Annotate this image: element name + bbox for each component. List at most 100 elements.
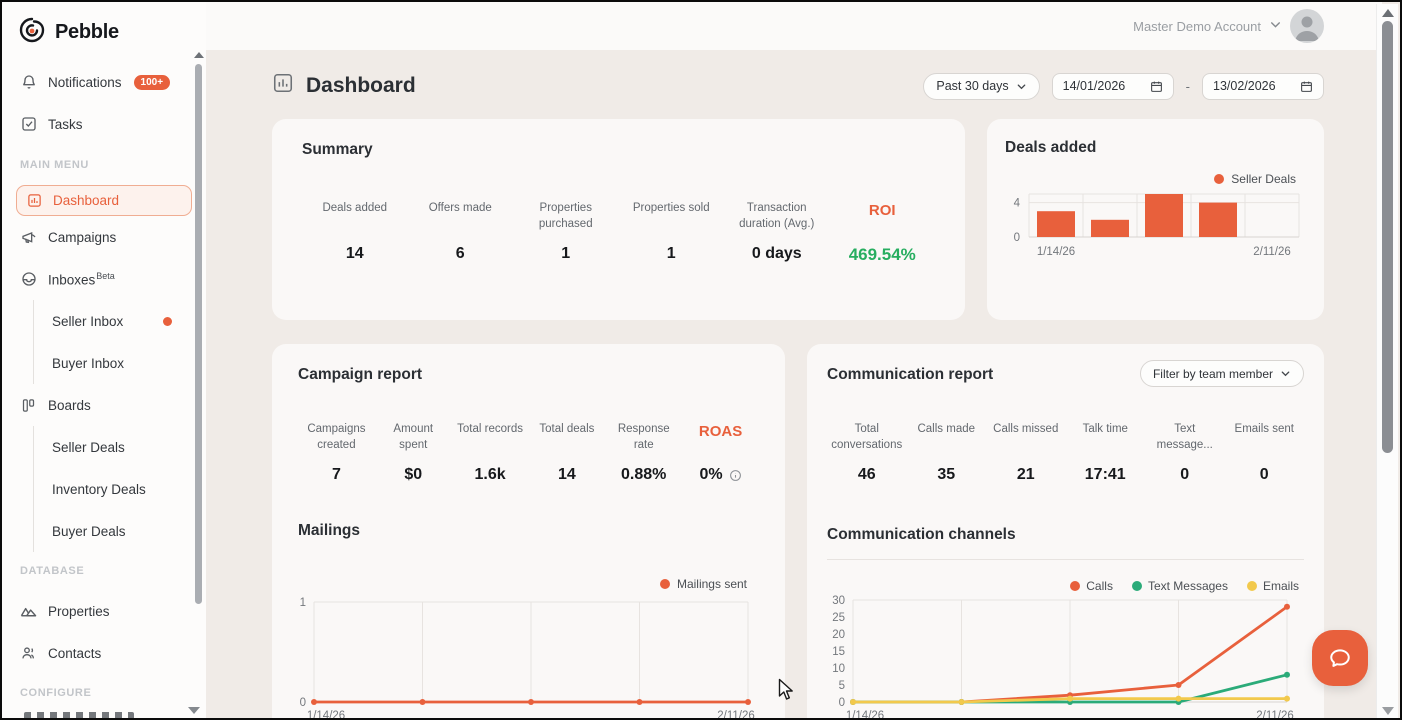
- sidebar: Pebble Notifications 100+ Tasks MAIN MEN…: [2, 2, 206, 718]
- svg-text:5: 5: [839, 680, 845, 692]
- sidebar-scrollbar[interactable]: [194, 52, 204, 712]
- date-from-input[interactable]: 14/01/2026: [1051, 72, 1174, 100]
- scroll-up-arrow[interactable]: [194, 52, 204, 58]
- sidebar-item-label: Buyer Inbox: [52, 355, 125, 371]
- info-icon[interactable]: [729, 469, 742, 482]
- range-select[interactable]: Past 30 days: [923, 72, 1040, 100]
- metric-campaigns-created: Campaigns created 7: [307, 423, 366, 484]
- inbox-icon: [20, 271, 37, 288]
- scroll-down-arrow[interactable]: [1382, 707, 1394, 715]
- sidebar-item-campaigns[interactable]: Campaigns: [2, 216, 206, 258]
- sidebar-item-label: Boards: [48, 397, 91, 413]
- svg-text:25: 25: [832, 612, 845, 624]
- deals-added-bar-chart: 4 0 1/14/26 2/11/26: [1014, 193, 1300, 258]
- svg-text:20: 20: [832, 629, 845, 641]
- divider: [827, 559, 1304, 560]
- card-title: Communication report: [827, 366, 994, 383]
- section-database: DATABASE: [20, 565, 85, 577]
- page-scrollbar-thumb[interactable]: [1382, 21, 1393, 453]
- people-icon: [20, 645, 37, 662]
- scroll-up-arrow[interactable]: [1382, 9, 1394, 17]
- chevron-down-icon: [1017, 83, 1026, 89]
- date-separator: -: [1185, 78, 1190, 94]
- pebble-logo-icon: [18, 16, 46, 49]
- metric-total-conversations: Total conversations 46: [831, 423, 903, 484]
- legend-dot: [659, 579, 670, 589]
- svg-text:30: 30: [832, 595, 845, 607]
- sidebar-item-label: Properties: [48, 603, 110, 619]
- summary-metrics: Deals added 14 Offers made 6 Properties …: [302, 201, 935, 265]
- svg-text:0: 0: [1014, 232, 1020, 244]
- sidebar-item-notifications[interactable]: Notifications 100+: [2, 61, 206, 103]
- page-scrollbar[interactable]: [1376, 4, 1398, 718]
- communication-channels-line-chart: 30 25 20 15 10 5 01/14/26 2/11/26: [832, 595, 1294, 720]
- sidebar-item-inboxes[interactable]: InboxesBeta: [2, 258, 206, 300]
- check-square-icon: [20, 116, 37, 133]
- card-title: Summary: [302, 141, 373, 158]
- svg-text:4: 4: [1014, 198, 1021, 210]
- svg-text:1/14/26: 1/14/26: [846, 710, 884, 720]
- metric-calls-made: Calls made 35: [917, 423, 976, 483]
- sidebar-item-seller-inbox[interactable]: Seller Inbox: [34, 300, 206, 342]
- deals-legend: Seller Deals: [1214, 172, 1296, 186]
- metric-properties-sold: Properties sold 1: [632, 202, 710, 262]
- metric-total-records: Total records 1.6k: [457, 423, 523, 483]
- channels-legend: Calls Text Messages Emails: [1070, 579, 1299, 593]
- legend-dot: [1131, 581, 1142, 591]
- card-title: Deals added: [1005, 139, 1097, 156]
- legend-dot: [1070, 581, 1081, 591]
- svg-text:1: 1: [300, 597, 306, 609]
- sidebar-scroll-down-arrow[interactable]: [188, 707, 200, 714]
- kanban-icon: [20, 397, 37, 414]
- sidebar-item-buyer-deals[interactable]: Buyer Deals: [34, 510, 206, 552]
- metric-talk-time: Talk time 17:41: [1082, 423, 1128, 483]
- beta-badge: Beta: [96, 270, 115, 281]
- calendar-icon: [1150, 81, 1162, 92]
- sidebar-item-partially-visible[interactable]: [24, 712, 134, 718]
- sidebar-item-label: InboxesBeta: [48, 270, 115, 288]
- chat-bubble-icon: [1330, 649, 1350, 667]
- card-title: Campaign report: [298, 366, 423, 383]
- sidebar-item-inventory-deals[interactable]: Inventory Deals: [34, 468, 206, 510]
- logo[interactable]: Pebble: [2, 2, 206, 50]
- sidebar-nav: Notifications 100+ Tasks MAIN MENU Dashb…: [2, 61, 206, 718]
- sidebar-item-label: Inventory Deals: [52, 481, 146, 497]
- sidebar-item-dashboard[interactable]: Dashboard: [16, 185, 192, 216]
- section-main-menu: MAIN MENU: [20, 159, 89, 171]
- section-configure: CONFIGURE: [20, 687, 92, 699]
- date-controls: Past 30 days 14/01/2026 - 13/02/2026: [923, 72, 1324, 100]
- metric-response-rate: Response rate 0.88%: [617, 423, 670, 484]
- metric-roi: ROI 469.54%: [848, 202, 916, 264]
- sidebar-item-seller-deals[interactable]: Seller Deals: [34, 426, 206, 468]
- metric-transaction-duration: Transaction duration (Avg.) 0 days: [739, 202, 815, 263]
- dashboard-icon: [27, 193, 43, 209]
- mailings-title: Mailings: [298, 522, 361, 539]
- main-content: Dashboard Past 30 days 14/01/2026 - 13/0…: [206, 50, 1382, 720]
- avatar[interactable]: [1290, 9, 1324, 43]
- account-menu[interactable]: Master Demo Account: [1133, 9, 1324, 43]
- channels-title: Communication channels: [827, 526, 1016, 543]
- brand-name: Pebble: [55, 20, 119, 43]
- communication-report-card: Communication report Filter by team memb…: [807, 344, 1324, 720]
- sidebar-item-buyer-inbox[interactable]: Buyer Inbox: [34, 342, 206, 384]
- sidebar-item-label: Seller Deals: [52, 439, 125, 455]
- page-header: Dashboard Past 30 days 14/01/2026 - 13/0…: [272, 68, 1324, 104]
- sidebar-item-label: Tasks: [48, 116, 83, 132]
- sidebar-item-properties[interactable]: Properties: [2, 590, 206, 632]
- mountains-icon: [20, 603, 37, 620]
- legend-dot: [1214, 174, 1225, 184]
- svg-text:0: 0: [839, 697, 845, 709]
- sidebar-item-label: Seller Inbox: [52, 313, 124, 329]
- date-to-input[interactable]: 13/02/2026: [1202, 72, 1324, 100]
- legend-dot: [1246, 581, 1257, 591]
- chat-widget-button[interactable]: [1312, 630, 1368, 686]
- filter-team-member-select[interactable]: Filter by team member: [1139, 360, 1304, 387]
- chevron-down-icon: [1269, 18, 1282, 34]
- sidebar-item-label: Buyer Deals: [52, 523, 126, 539]
- sidebar-item-label: Contacts: [48, 645, 102, 661]
- sidebar-item-boards[interactable]: Boards: [2, 384, 206, 426]
- sidebar-scrollbar-thumb[interactable]: [195, 64, 202, 604]
- sidebar-item-contacts[interactable]: Contacts: [2, 632, 206, 674]
- sidebar-item-tasks[interactable]: Tasks: [2, 103, 206, 145]
- bell-icon: [20, 74, 37, 91]
